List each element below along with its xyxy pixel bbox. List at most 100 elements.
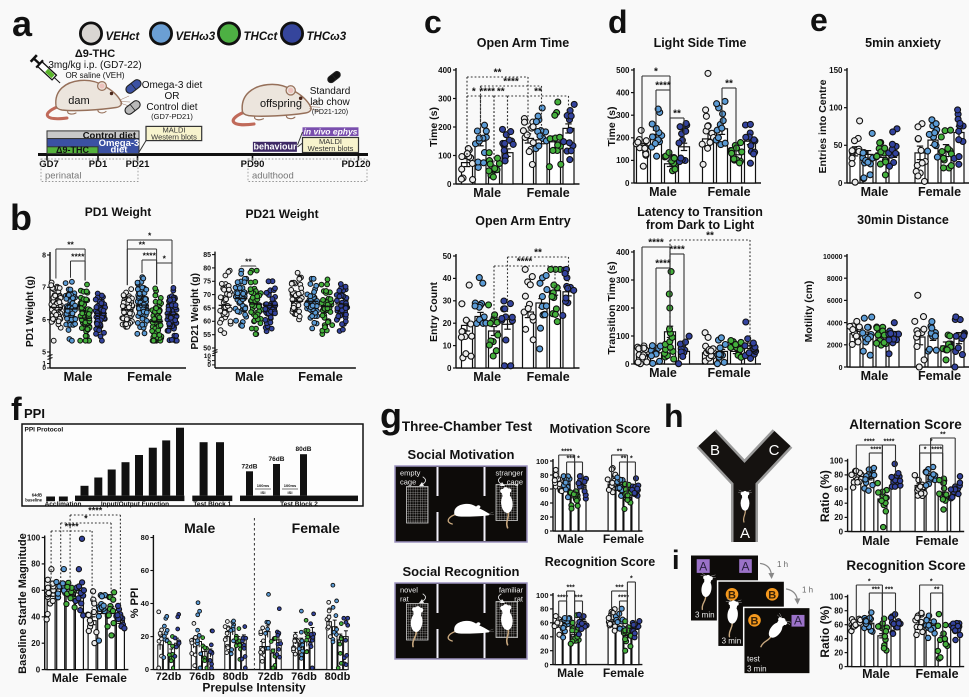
svg-text:Western blots: Western blots [151, 132, 197, 141]
svg-text:rat: rat [400, 595, 410, 604]
svg-text:400: 400 [616, 88, 630, 97]
svg-text:MALDI: MALDI [163, 126, 186, 135]
svg-text:b: b [10, 197, 32, 238]
svg-text:VEHω3: VEHω3 [176, 31, 216, 43]
svg-text:30: 30 [443, 297, 452, 306]
svg-text:*: * [630, 456, 633, 463]
svg-text:C: C [769, 442, 780, 459]
svg-text:B: B [728, 589, 736, 601]
svg-text:*: * [163, 254, 167, 264]
svg-text:1 h: 1 h [802, 586, 813, 595]
svg-text:0: 0 [625, 179, 630, 188]
svg-text:****: **** [561, 449, 572, 456]
svg-text:baseline: baseline [25, 498, 42, 503]
svg-text:offspring: offspring [260, 98, 302, 110]
svg-text:****: **** [870, 447, 881, 454]
svg-text:Male: Male [52, 671, 79, 685]
svg-text:B: B [710, 442, 720, 459]
svg-text:0: 0 [839, 527, 844, 536]
svg-text:****: **** [884, 439, 895, 446]
svg-text:****: **** [655, 259, 671, 270]
svg-text:diet: diet [111, 145, 129, 156]
svg-text:Entry Count: Entry Count [428, 281, 440, 342]
svg-text:8: 8 [42, 252, 46, 259]
svg-text:2000: 2000 [827, 343, 843, 350]
svg-text:40: 40 [31, 613, 40, 622]
svg-text:Open Arm Entry: Open Arm Entry [475, 214, 570, 228]
svg-text:10: 10 [443, 341, 452, 350]
svg-text:60: 60 [141, 566, 149, 575]
svg-text:150: 150 [829, 66, 843, 75]
svg-text:40: 40 [834, 634, 843, 643]
svg-text:Motivation Score: Motivation Score [550, 422, 651, 436]
svg-text:a: a [12, 3, 33, 44]
svg-text:(PD21-120): (PD21-120) [312, 109, 348, 116]
svg-text:Male: Male [861, 185, 889, 199]
svg-text:Social Recognition: Social Recognition [402, 564, 519, 579]
svg-text:PD21 Weight: PD21 Weight [245, 207, 318, 221]
svg-text:Female: Female [86, 671, 128, 685]
svg-text:100: 100 [829, 104, 843, 113]
svg-text:***: *** [615, 585, 623, 592]
svg-text:****: **** [557, 595, 568, 602]
svg-text:*: * [472, 87, 476, 98]
svg-text:Control diet: Control diet [146, 102, 197, 113]
svg-text:72db: 72db [258, 671, 284, 683]
svg-text:Female: Female [918, 185, 961, 199]
svg-text:OR: OR [165, 91, 180, 102]
svg-text:20: 20 [443, 319, 452, 328]
svg-text:**: ** [940, 432, 946, 439]
svg-text:THCω3: THCω3 [307, 31, 347, 43]
svg-text:*: * [930, 579, 933, 586]
svg-text:3 min: 3 min [747, 665, 767, 674]
svg-text:76db: 76db [291, 671, 317, 683]
svg-text:200: 200 [438, 123, 452, 132]
svg-text:*: * [84, 514, 88, 524]
svg-text:Test Block 2: Test Block 2 [280, 501, 318, 508]
svg-text:Male: Male [862, 534, 890, 548]
svg-text:5min anxiety: 5min anxiety [865, 36, 941, 50]
svg-text:*: * [930, 439, 933, 446]
svg-text:Female: Female [603, 666, 645, 680]
svg-text:5: 5 [207, 358, 211, 365]
svg-text:*: * [577, 456, 580, 463]
svg-text:60: 60 [834, 485, 843, 494]
svg-text:MALDI: MALDI [319, 137, 342, 146]
svg-text:100ms: 100ms [284, 483, 297, 488]
svg-text:40: 40 [540, 633, 548, 642]
svg-text:0: 0 [544, 527, 548, 536]
svg-text:0: 0 [447, 180, 452, 189]
svg-text:0: 0 [42, 365, 46, 372]
svg-text:****: **** [503, 77, 519, 88]
svg-text:100: 100 [616, 156, 630, 165]
svg-text:Baseline Startle Magnitude: Baseline Startle Magnitude [17, 533, 29, 674]
svg-text:stranger: stranger [495, 469, 523, 478]
svg-text:80db: 80db [325, 671, 351, 683]
svg-text:*: * [148, 231, 152, 241]
svg-text:e: e [810, 2, 828, 38]
svg-text:400: 400 [616, 248, 630, 257]
svg-text:20: 20 [540, 647, 548, 656]
svg-text:76db: 76db [189, 671, 215, 683]
svg-text:****: **** [517, 257, 533, 268]
svg-text:adulthood: adulthood [252, 171, 294, 182]
svg-text:A: A [794, 613, 802, 627]
svg-text:0: 0 [36, 665, 41, 674]
svg-text:3mg/kg i.p. (GD7-22): 3mg/kg i.p. (GD7-22) [48, 60, 141, 71]
svg-text:64dB: 64dB [32, 493, 42, 498]
svg-text:Male: Male [64, 369, 93, 384]
svg-text:PD1 Weight: PD1 Weight [85, 205, 151, 219]
svg-text:Alternation Score: Alternation Score [849, 417, 962, 432]
svg-text:in vivo ephys: in vivo ephys [304, 126, 358, 136]
svg-text:Δ9-THC: Δ9-THC [56, 145, 89, 155]
svg-text:40: 40 [141, 599, 149, 608]
svg-text:5: 5 [42, 349, 46, 356]
svg-text:Male: Male [235, 369, 264, 384]
svg-text:70: 70 [203, 292, 211, 299]
svg-text:**: ** [139, 240, 146, 250]
svg-text:*: * [868, 579, 871, 586]
svg-text:Male: Male [184, 520, 215, 536]
svg-text:PD1 Weight (g): PD1 Weight (g) [25, 276, 36, 347]
svg-text:0: 0 [447, 364, 452, 373]
svg-text:PD90: PD90 [241, 159, 265, 170]
